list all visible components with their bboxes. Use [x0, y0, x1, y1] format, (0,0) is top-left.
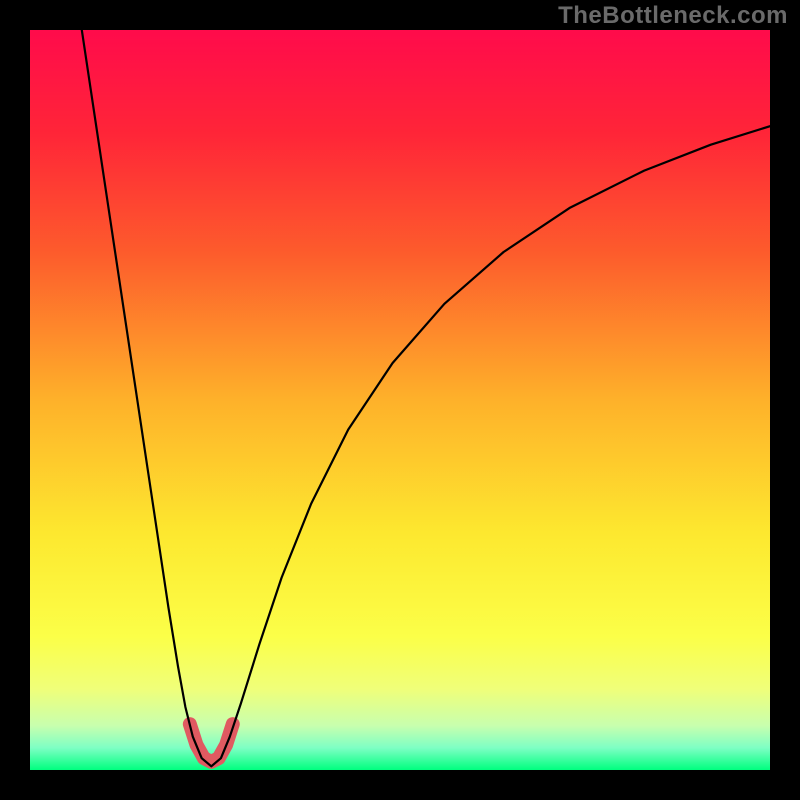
chart-frame: TheBottleneck.com — [0, 0, 800, 800]
watermark-text: TheBottleneck.com — [558, 2, 788, 30]
bottleneck-vcurve-plot — [30, 30, 770, 770]
plot-background — [30, 30, 770, 770]
